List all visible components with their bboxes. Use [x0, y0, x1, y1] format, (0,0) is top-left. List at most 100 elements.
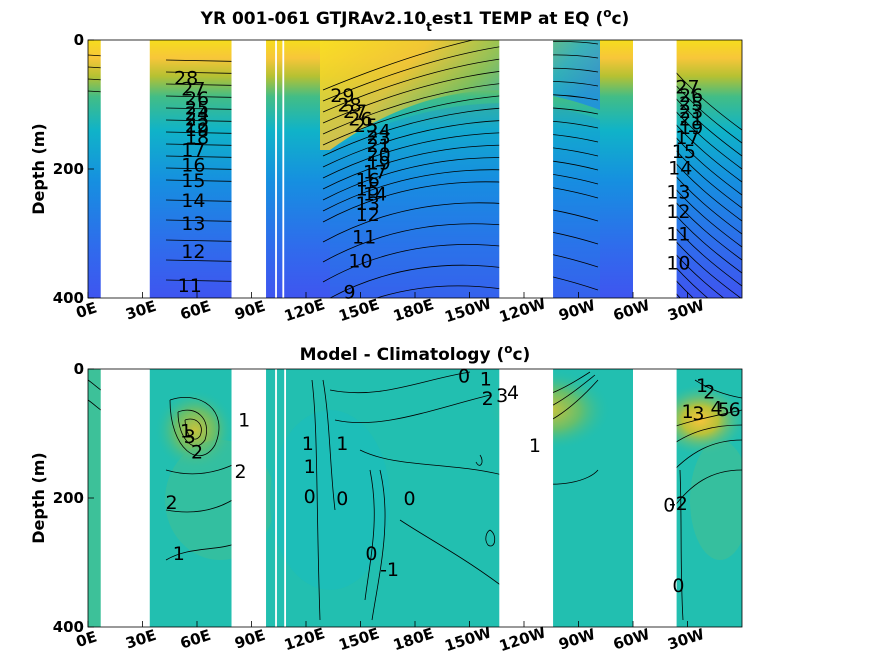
x-tick-label: 30W: [665, 625, 707, 654]
isotherm: [322, 144, 599, 190]
contour-label: 22: [185, 115, 209, 137]
anomaly-contour: [679, 469, 684, 621]
contour-label: 0: [663, 494, 675, 516]
land-mask: [100, 369, 677, 627]
x-tick-label: 0E: [74, 627, 99, 651]
contour-label: 15: [181, 170, 205, 192]
contour-label: 4: [711, 398, 723, 420]
contour-label: 0: [672, 575, 684, 597]
land-mask-band: [100, 40, 150, 298]
contour-label: 13: [356, 193, 380, 215]
contour-label: 1: [336, 433, 348, 455]
panel-difference: Model - Climatology (oc) 1132221110100-1…: [29, 342, 743, 655]
contour-label: 16: [356, 169, 380, 191]
contour-label: 19: [367, 153, 391, 175]
contour-label: 24: [367, 120, 391, 142]
contour-label: 16: [181, 154, 205, 176]
land-mask-band: [231, 369, 267, 627]
isotherm: [166, 320, 265, 322]
contour-label: 0: [336, 488, 348, 510]
y-axis-label: Depth (m): [29, 452, 48, 544]
x-tick-label: 120W: [497, 623, 549, 655]
bottom-title: Model - Climatology (oc): [300, 342, 531, 365]
anomaly-contour: [334, 394, 491, 424]
contour-label: 23: [679, 101, 703, 123]
contour-label: 1: [681, 401, 693, 423]
contour-label: 14: [181, 190, 205, 212]
isotherm: [322, 40, 475, 91]
contour-label: 24: [185, 103, 209, 125]
x-tick-label: 150E: [336, 624, 381, 654]
contour-label: 1: [180, 420, 192, 442]
land-mask-band: [275, 40, 277, 298]
land-mask-band: [282, 40, 285, 298]
isotherm: [322, 132, 599, 179]
contour-label: 14: [668, 158, 692, 180]
isotherm: [322, 93, 599, 146]
isotherm: [322, 119, 599, 168]
x-tick-label: 60W: [611, 625, 653, 654]
isotherm: [329, 264, 599, 298]
contour-label: 23: [185, 109, 209, 131]
contour-label: 27: [181, 78, 205, 100]
anomaly-contour: [169, 397, 220, 457]
land-mask-band: [499, 369, 554, 627]
anomaly-contour-lines: [88, 371, 742, 621]
contour-label: 1: [480, 369, 492, 391]
contour-label: 18: [185, 127, 209, 149]
y-tick-label: 0: [74, 31, 84, 49]
contour-label: 10: [666, 253, 690, 275]
contour-label: 25: [354, 115, 378, 137]
contour-label: 2: [191, 442, 203, 464]
y-tick-label: 400: [53, 618, 84, 636]
land-mask-band: [231, 40, 267, 298]
contour-label: 26: [185, 88, 209, 110]
isotherm: [375, 285, 550, 298]
contour-label: 3: [692, 403, 704, 425]
x-tick-label: 90W: [556, 625, 598, 654]
x-tick-label: 60E: [178, 626, 213, 653]
contour-label: 0: [404, 488, 416, 510]
anomaly-contour: [475, 454, 483, 466]
anomaly-contour: [694, 379, 742, 399]
x-tick-label: 60E: [178, 297, 213, 324]
x-tick-label: 120W: [497, 294, 549, 326]
isotherm: [322, 169, 599, 212]
x-tick-label: 30E: [123, 297, 158, 324]
land-mask-band: [633, 40, 677, 298]
contour-label: 2: [235, 461, 247, 483]
contour-label: 29: [330, 85, 354, 107]
y-axis-label: Depth (m): [29, 123, 48, 215]
contour-label: 25: [679, 93, 703, 115]
contour-label: 15: [356, 178, 380, 200]
x-tick-label: 90E: [232, 626, 267, 653]
contour-label: 23: [367, 127, 391, 149]
isotherm: [322, 181, 599, 223]
contour-label: 0: [458, 365, 470, 387]
land-mask-band: [284, 369, 287, 627]
contour-label: 13: [181, 213, 205, 235]
contour-label: 11: [178, 275, 202, 297]
contour-label: 21: [367, 135, 391, 157]
y-tick-label: 400: [53, 289, 84, 307]
contour-label: 10: [348, 251, 372, 273]
contour-label: 13: [666, 182, 690, 204]
contour-label: 11: [666, 224, 690, 246]
contour-label: 27: [343, 101, 367, 123]
contour-label: 28: [338, 95, 362, 117]
anomaly-contour: [371, 469, 386, 621]
isotherm: [322, 244, 599, 283]
isotherm: [322, 67, 599, 124]
contour-label: 2: [166, 492, 178, 514]
contour-label: 25: [185, 98, 209, 120]
y-tick-label: 0: [74, 360, 84, 378]
x-tick-label: 30W: [665, 296, 707, 325]
contour-label: 19: [679, 117, 703, 139]
x-tick-label: 150W: [442, 294, 494, 326]
anomaly-contour: [364, 469, 375, 601]
contour-label: -2: [669, 493, 688, 515]
contour-label: 28: [174, 67, 198, 89]
contour-label: 1: [238, 409, 250, 431]
contour-label: 12: [181, 241, 205, 263]
y-axis: 0 200 400: [53, 360, 94, 636]
